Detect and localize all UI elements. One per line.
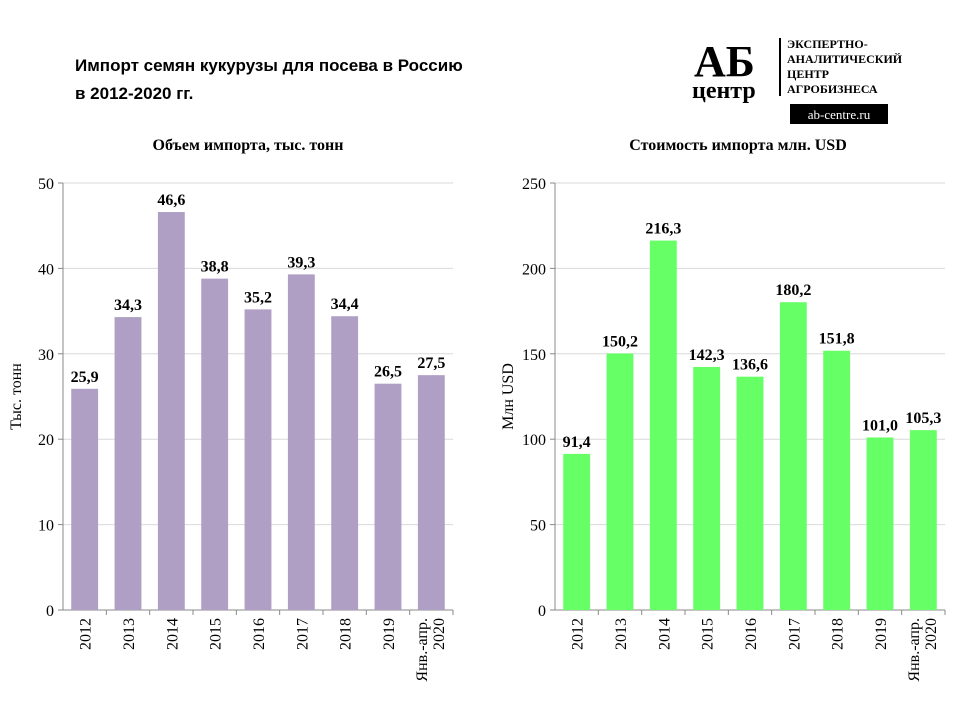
bar [736, 376, 764, 610]
x-tick-label: 2016 [743, 618, 760, 650]
x-tick-label: 2015 [700, 618, 717, 650]
data-label: 136,6 [732, 357, 768, 374]
bar [287, 274, 315, 610]
bar [779, 302, 807, 610]
x-tick-label: 2019 [873, 618, 890, 650]
data-label: 34,3 [114, 297, 142, 314]
data-label: 27,5 [417, 355, 445, 372]
data-label: 180,2 [775, 282, 811, 299]
bar [417, 375, 445, 610]
bar [693, 366, 721, 610]
y-axis-title: Тыс. тонн [8, 363, 25, 430]
y-axis-title: Млн USD [500, 363, 517, 430]
y-tick-label: 0 [538, 603, 546, 620]
x-tick-label: 2020 [431, 618, 448, 650]
bar [114, 317, 142, 610]
ab-centre-logo: АБ центр ЭКСПЕРТНО- АНАЛИТИЧЕСКИЙ ЦЕНТР … [692, 37, 903, 124]
bar [606, 353, 634, 610]
bar [157, 212, 185, 610]
logo-line-1: ЭКСПЕРТНО- [787, 37, 868, 51]
bar [866, 437, 894, 610]
x-tick-label: 2020 [923, 618, 940, 650]
x-tick-label: 2013 [121, 618, 138, 650]
title-line-2: в 2012-2020 гг. [75, 84, 194, 103]
logo-mark-bottom: центр [692, 78, 756, 104]
x-tick-label: 2017 [786, 618, 803, 650]
data-label: 151,8 [819, 331, 855, 348]
logo-line-3: ЦЕНТР [787, 67, 829, 81]
data-label: 46,6 [157, 192, 185, 209]
x-tick-label: 2012 [78, 618, 95, 650]
data-label: 142,3 [689, 347, 725, 364]
y-tick-label: 250 [522, 176, 546, 193]
chart-title: Стоимость импорта млн. USD [629, 137, 847, 154]
data-label: 216,3 [645, 221, 681, 238]
x-tick-label: 2014 [656, 618, 673, 650]
data-label: 91,4 [563, 434, 591, 451]
page-title: Импорт семян кукурузы для посева в Росси… [75, 52, 463, 108]
chart-2: Стоимость импорта млн. USD 0 50 100 150 200 25… [500, 137, 946, 682]
bar [201, 278, 229, 610]
data-label: 39,3 [287, 254, 315, 271]
x-tick-label: Янв.-апр. [414, 618, 431, 682]
bar [244, 309, 272, 610]
x-tick-label: 2018 [338, 618, 355, 650]
y-tick-label: 10 [38, 518, 54, 535]
logo-line-2: АНАЛИТИЧЕСКИЙ [787, 52, 903, 66]
x-tick-label: 2013 [613, 618, 630, 650]
chart-title: Объем импорта, тыс. тонн [153, 137, 344, 154]
logo-url: ab-centre.ru [808, 107, 871, 122]
bar [649, 240, 677, 610]
bar [331, 316, 359, 610]
y-tick-label: 30 [38, 347, 54, 364]
y-tick-label: 50 [38, 176, 54, 193]
y-tick-label: 40 [38, 261, 54, 278]
bar [823, 350, 851, 610]
y-tick-label: 150 [522, 347, 546, 364]
data-label: 105,3 [905, 410, 941, 427]
bar [563, 453, 591, 610]
y-tick-label: 50 [530, 518, 546, 535]
y-tick-label: 20 [38, 432, 54, 449]
data-label: 101,0 [862, 417, 898, 434]
data-label: 34,4 [331, 296, 359, 313]
logo-mark-top: АБ [694, 37, 755, 86]
x-tick-label: 2016 [251, 618, 268, 650]
logo-divider [779, 38, 781, 96]
data-label: 26,5 [374, 364, 402, 381]
x-tick-label: 2014 [164, 618, 181, 650]
x-tick-label: 2019 [381, 618, 398, 650]
x-tick-label: Янв.-апр. [906, 618, 923, 682]
bar [71, 388, 99, 610]
logo-url-bg [790, 104, 888, 124]
y-tick-label: 0 [46, 603, 54, 620]
bar [374, 383, 402, 610]
data-label: 35,2 [244, 289, 272, 306]
x-tick-label: 2012 [570, 618, 587, 650]
data-label: 25,9 [71, 369, 99, 386]
data-label: 150,2 [602, 333, 638, 350]
y-tick-label: 200 [522, 261, 546, 278]
title-line-1: Импорт семян кукурузы для посева в Росси… [75, 56, 463, 75]
x-tick-label: 2015 [208, 618, 225, 650]
x-tick-label: 2017 [294, 618, 311, 650]
data-label: 38,8 [201, 259, 229, 276]
chart-1: Объем импорта, тыс. тонн 0 10 20 30 40 50 Тыс. … [8, 137, 454, 682]
y-tick-label: 100 [522, 432, 546, 449]
bar [909, 430, 937, 610]
x-tick-label: 2018 [830, 618, 847, 650]
logo-line-4: АГРОБИЗНЕСА [787, 82, 878, 96]
